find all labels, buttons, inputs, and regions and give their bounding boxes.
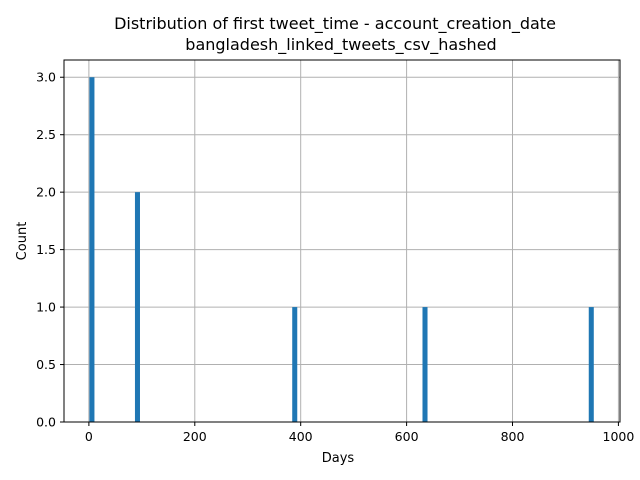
x-tick-label: 600 — [395, 429, 419, 444]
y-tick-label: 3.0 — [36, 70, 56, 85]
x-tick-label: 0 — [85, 429, 93, 444]
y-axis-label: Count — [15, 222, 30, 261]
axis-ticks: 0 200 400 600 800 1000 0.0 0.5 1.0 1.5 2.0 2.5 3.0 — [36, 70, 634, 444]
histogram-bar — [422, 307, 428, 422]
histogram-bar — [292, 307, 298, 422]
bars — [89, 77, 594, 422]
x-tick-label: 400 — [289, 429, 313, 444]
x-tick-label: 800 — [501, 429, 525, 444]
chart-title: Distribution of first tweet_time - accou… — [114, 14, 556, 34]
x-tick-label: 200 — [183, 429, 207, 444]
y-tick-label: 2.5 — [36, 127, 56, 142]
y-tick-label: 1.5 — [36, 242, 56, 257]
chart-subtitle: bangladesh_linked_tweets_csv_hashed — [185, 35, 496, 55]
histogram-bar — [134, 192, 140, 422]
y-tick-label: 1.0 — [36, 300, 56, 315]
y-tick-label: 0.0 — [36, 415, 56, 430]
x-tick-label: 1000 — [603, 429, 635, 444]
y-tick-label: 0.5 — [36, 357, 56, 372]
grid-lines — [64, 60, 620, 423]
plot-frame — [63, 59, 621, 423]
x-axis-label: Days — [322, 451, 355, 466]
histogram-bar — [89, 77, 95, 422]
y-tick-label: 2.0 — [36, 185, 56, 200]
histogram-bar — [588, 307, 594, 422]
